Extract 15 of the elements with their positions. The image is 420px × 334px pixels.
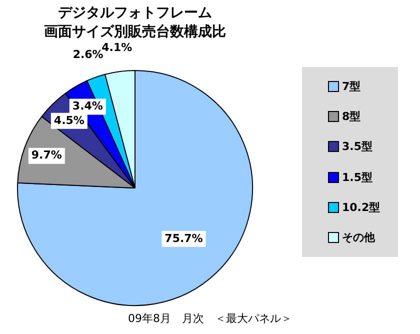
data-label: 4.1% xyxy=(102,41,132,54)
chart-subtitle: 画面サイズ別販売台数構成比 xyxy=(44,24,226,40)
legend-label: 10.2型 xyxy=(342,200,380,215)
data-label: 75.7% xyxy=(164,232,203,245)
data-label: 9.7% xyxy=(31,148,62,162)
text: 09年8月 月次 ＜最大パネル＞ xyxy=(127,311,293,326)
data-label: 3.4% xyxy=(72,100,103,113)
legend-label: 3.5型 xyxy=(342,139,372,154)
legend-label: その他 xyxy=(342,230,375,246)
data-label: 2.6% xyxy=(72,48,104,61)
chart-title: デジタルフォトフレーム xyxy=(58,5,212,21)
legend-label: 8型 xyxy=(342,108,361,124)
data-label: 4.5% xyxy=(54,114,84,127)
legend-label: 1.5型 xyxy=(342,170,372,185)
legend-label: 7型 xyxy=(342,78,361,94)
